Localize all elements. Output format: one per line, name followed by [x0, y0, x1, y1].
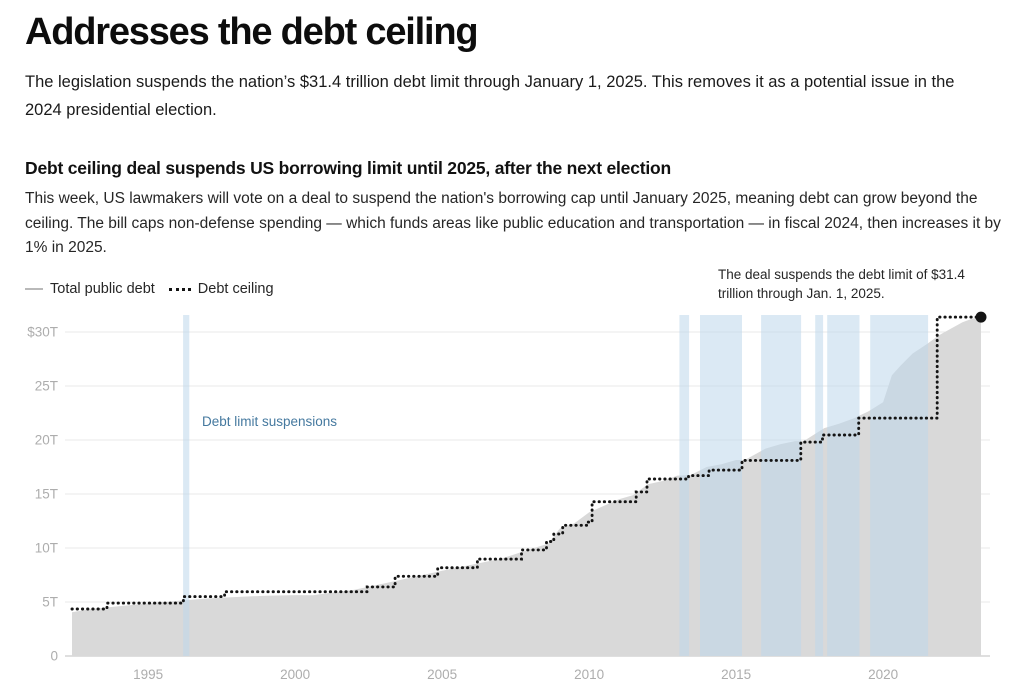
endpoint-dot: [975, 311, 987, 323]
y-axis-label: 20T: [35, 433, 58, 448]
y-axis-label: $30T: [27, 325, 58, 340]
chart-headline: Debt ceiling deal suspends US borrowing …: [25, 158, 672, 178]
y-axis-label: 10T: [35, 541, 58, 556]
debt-chart: $30T 25T 20T 15T 10T 5T 0 Debt limit suspension…: [27, 311, 990, 682]
legend-item-total-public-debt: Total public debt: [25, 281, 155, 297]
legend-label-total-public-debt: Total public debt: [50, 281, 155, 297]
y-axis-label: 0: [50, 649, 58, 664]
debt-area: [72, 316, 981, 656]
suspension-bands-label: Debt limit suspensions: [202, 414, 337, 429]
x-axis-label: 2015: [721, 667, 751, 682]
suspension-band: [815, 315, 824, 656]
suspension-band: [761, 315, 802, 656]
ceiling-line: [70, 315, 983, 611]
suspension-band: [870, 315, 929, 656]
chart-legend: Total public debt Debt ceiling: [25, 281, 274, 297]
legend-label-debt-ceiling: Debt ceiling: [197, 281, 274, 297]
chart-description: This week, US lawmakers will vote on a d…: [25, 190, 1001, 256]
suspension-band: [679, 315, 690, 656]
x-axis-label: 2020: [868, 667, 898, 682]
suspension-band: [827, 315, 860, 656]
y-axis-label: 15T: [35, 487, 58, 502]
legend-item-debt-ceiling: Debt ceiling: [168, 281, 274, 297]
y-axis-label: 25T: [35, 379, 58, 394]
chart-annotation: The deal suspends the debt limit of $31.…: [718, 267, 965, 301]
x-axis-label: 2000: [280, 667, 310, 682]
x-axis-label: 2010: [574, 667, 604, 682]
line-swatch-icon: [25, 288, 43, 290]
x-axis-label: 1995: [133, 667, 163, 682]
page-title: Addresses the debt ceiling: [25, 11, 479, 53]
lede-text: The legislation suspends the nation’s $3…: [25, 73, 955, 119]
y-axis-label: 5T: [42, 595, 58, 610]
suspension-band: [700, 315, 742, 656]
x-axis-label: 2005: [427, 667, 457, 682]
dotted-swatch-icon: [168, 287, 191, 291]
suspension-band: [183, 315, 190, 656]
